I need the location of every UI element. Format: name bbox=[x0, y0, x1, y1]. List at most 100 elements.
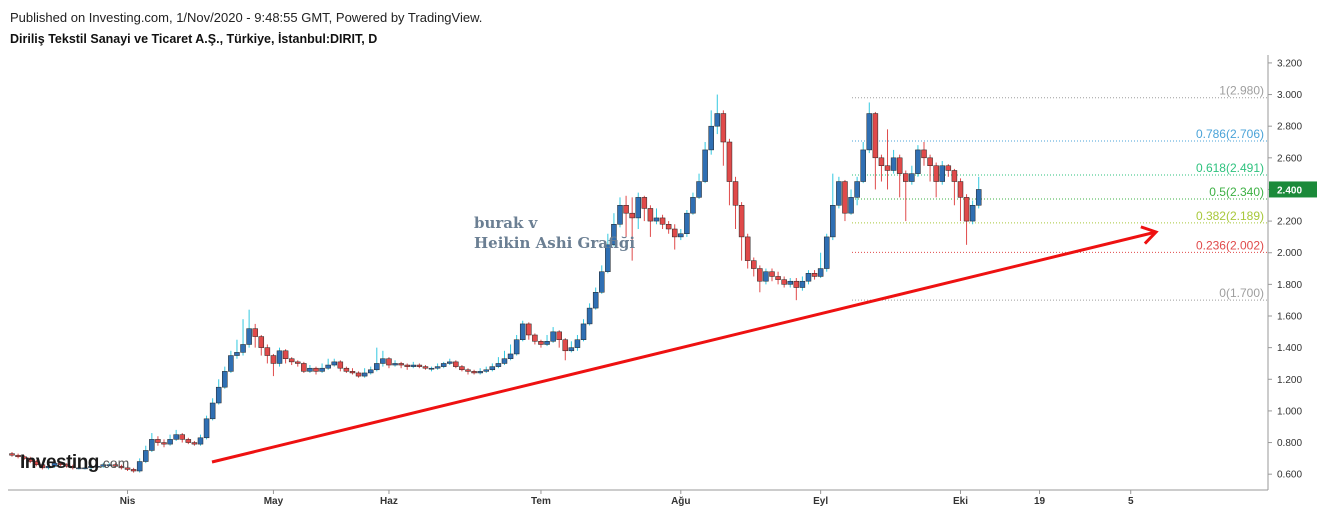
candle-body bbox=[775, 276, 781, 280]
candle-body bbox=[963, 197, 970, 222]
fib-level-label: 0.5(2.340) bbox=[1209, 185, 1264, 199]
candle bbox=[471, 369, 477, 375]
candle bbox=[155, 436, 161, 446]
candle-body bbox=[568, 347, 575, 352]
candle-body bbox=[276, 350, 283, 364]
candle bbox=[100, 463, 106, 468]
candle-body bbox=[319, 367, 325, 372]
candle-body bbox=[507, 353, 514, 359]
candle-body bbox=[404, 364, 410, 367]
candle bbox=[635, 192, 641, 229]
candle-body bbox=[203, 418, 210, 439]
candle-body bbox=[124, 467, 131, 470]
candle bbox=[325, 358, 331, 370]
candle bbox=[556, 330, 562, 348]
candle bbox=[337, 360, 344, 372]
candle-body bbox=[611, 224, 617, 246]
candle bbox=[94, 464, 100, 468]
candle-body bbox=[106, 464, 113, 466]
candle bbox=[975, 176, 982, 209]
y-tick-label: 1.800 bbox=[1277, 280, 1302, 291]
candle bbox=[106, 463, 113, 467]
candle bbox=[380, 350, 386, 367]
candle bbox=[653, 208, 660, 225]
candle-body bbox=[143, 450, 149, 462]
candle-body bbox=[872, 113, 879, 159]
candle bbox=[477, 368, 483, 375]
candle-body bbox=[325, 364, 331, 369]
candle bbox=[118, 464, 125, 470]
candle-body bbox=[270, 355, 277, 364]
candle bbox=[538, 339, 544, 348]
candle-body bbox=[684, 212, 690, 234]
candle bbox=[866, 102, 873, 154]
candle bbox=[9, 452, 15, 457]
candle bbox=[751, 257, 757, 277]
candle bbox=[665, 221, 672, 234]
candle bbox=[836, 176, 842, 209]
y-tick-label: 0.800 bbox=[1277, 438, 1302, 449]
candle bbox=[799, 276, 806, 291]
y-tick-label: 1.400 bbox=[1277, 343, 1302, 354]
candle bbox=[915, 145, 921, 177]
time-axis: Nis May Haz Tem Ağu Eyl Eki 19 5 bbox=[120, 490, 1134, 507]
candle-body bbox=[830, 205, 836, 238]
candle bbox=[276, 347, 283, 367]
candle bbox=[76, 466, 82, 470]
candle-body bbox=[599, 271, 605, 293]
candle-body bbox=[744, 236, 751, 261]
candle-body bbox=[288, 358, 295, 363]
candle bbox=[830, 173, 836, 241]
candle bbox=[623, 195, 629, 237]
candle-body bbox=[392, 363, 398, 366]
candle-body bbox=[33, 461, 40, 465]
candle bbox=[428, 366, 435, 372]
candle-body bbox=[526, 323, 532, 336]
y-tick-label: 0.600 bbox=[1277, 470, 1302, 481]
candle bbox=[714, 94, 721, 135]
candle-body bbox=[866, 113, 873, 151]
candle bbox=[568, 341, 575, 353]
candle-body bbox=[63, 464, 70, 467]
candle-body bbox=[836, 181, 842, 206]
candle-body bbox=[264, 347, 271, 356]
grid-layer bbox=[8, 55, 1269, 491]
candle bbox=[246, 309, 252, 348]
candle-body bbox=[647, 208, 654, 222]
candle-body bbox=[678, 233, 684, 238]
candle bbox=[757, 265, 763, 293]
candle bbox=[921, 142, 927, 166]
candle-body bbox=[842, 181, 848, 214]
candle bbox=[258, 334, 265, 356]
candle-body bbox=[136, 461, 143, 472]
candle-body bbox=[453, 361, 459, 367]
investing-logo: Investing.com bbox=[20, 452, 129, 474]
candle-body bbox=[702, 149, 708, 182]
candle bbox=[896, 154, 903, 198]
candle-body bbox=[416, 364, 423, 367]
candle bbox=[82, 466, 88, 470]
candle bbox=[33, 459, 40, 467]
candle-body bbox=[915, 149, 921, 174]
candle bbox=[295, 360, 301, 367]
candle bbox=[763, 268, 769, 285]
candle-body bbox=[690, 197, 696, 214]
candle-body bbox=[969, 205, 976, 222]
candle-body bbox=[763, 271, 769, 282]
candle bbox=[21, 455, 27, 460]
candle bbox=[775, 271, 781, 285]
instrument-title: Diriliş Tekstil Sanayi ve Ticaret A.Ş., … bbox=[10, 32, 378, 46]
candle-body bbox=[562, 339, 569, 352]
candle bbox=[124, 466, 131, 472]
candle-body bbox=[374, 363, 380, 371]
candle bbox=[130, 467, 137, 473]
candle bbox=[969, 200, 976, 225]
candle bbox=[355, 371, 362, 378]
candle bbox=[440, 361, 447, 369]
candle bbox=[453, 360, 459, 369]
candle-body bbox=[21, 456, 27, 459]
trendline-layer bbox=[211, 225, 1159, 464]
candle bbox=[903, 170, 909, 222]
candle-body bbox=[483, 369, 489, 372]
